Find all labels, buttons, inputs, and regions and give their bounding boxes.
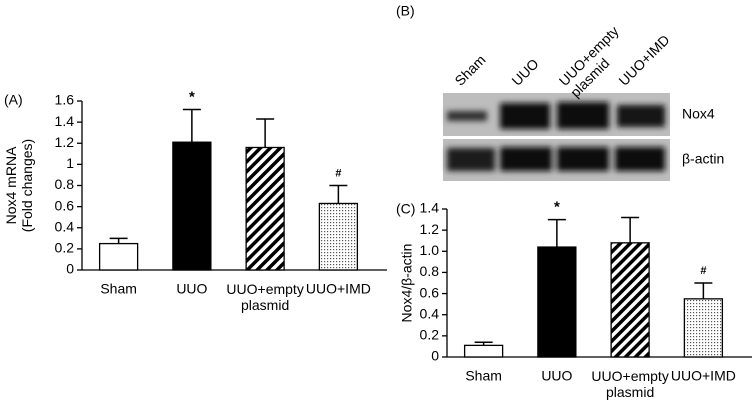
blot-row-label: β-actin xyxy=(682,151,724,167)
y-axis-label: Nox4/β-actin xyxy=(399,244,415,323)
x-tick-label: Sham xyxy=(100,281,137,297)
y-tick-label: 0.6 xyxy=(420,284,440,300)
bar xyxy=(318,202,359,271)
y-tick-label: 0.8 xyxy=(55,176,75,192)
panel-label: (C) xyxy=(396,201,415,217)
y-tick-label: 1.2 xyxy=(420,221,440,237)
error-bar xyxy=(182,108,201,143)
blot-row-label: Nox4 xyxy=(682,106,715,122)
blot-lane-label: UUO+emptyplasmid xyxy=(555,23,632,100)
annotation: * xyxy=(189,88,195,105)
annotation: # xyxy=(700,265,706,277)
x-tick-label: UUO+empty plasmid xyxy=(226,281,303,313)
blot-lane-label: Sham xyxy=(451,52,488,89)
error-bar xyxy=(621,216,640,243)
error-bar xyxy=(547,218,566,248)
bar xyxy=(463,344,504,358)
bar xyxy=(245,146,285,271)
y-tick-label: 0.6 xyxy=(55,197,75,213)
error-bar xyxy=(109,237,128,244)
x-tick-label: UUO+IMD xyxy=(306,281,371,297)
blot-lane-label: UUO xyxy=(508,55,541,88)
bar xyxy=(610,242,650,358)
blot-bands xyxy=(447,102,665,171)
x-tick-label: UUO xyxy=(541,368,572,384)
y-tick-label: 0.2 xyxy=(55,240,75,256)
error-bar xyxy=(694,282,713,299)
bar xyxy=(172,141,212,271)
y-tick-label: 0 xyxy=(66,261,74,277)
blot-lane-label: UUO+IMD xyxy=(615,31,672,88)
bar xyxy=(98,242,139,271)
x-tick-label: UUO xyxy=(176,281,207,297)
x-tick-label: UUO+empty plasmid xyxy=(591,368,668,400)
y-tick-label: 1.0 xyxy=(420,242,440,258)
y-tick-label: 1 xyxy=(66,155,74,171)
annotation: # xyxy=(335,167,341,179)
y-tick-label: 1.4 xyxy=(420,200,440,216)
error-bar xyxy=(329,184,348,204)
y-tick-label: 0 xyxy=(431,348,439,364)
y-tick-label: 1.2 xyxy=(55,134,75,150)
y-tick-label: 0.4 xyxy=(55,218,75,234)
annotation: * xyxy=(554,199,560,216)
panel-label: (A) xyxy=(4,92,23,108)
y-tick-label: 0.4 xyxy=(420,305,440,321)
y-tick-label: 1.6 xyxy=(55,92,75,108)
x-tick-label: Sham xyxy=(465,368,502,384)
y-tick-label: 0.8 xyxy=(420,263,440,279)
error-bar xyxy=(256,118,275,148)
x-tick-label: UUO+IMD xyxy=(671,368,736,384)
panel-label: (B) xyxy=(396,3,415,19)
y-axis-label: Nox4 mRNA(Fold changes) xyxy=(3,139,35,232)
y-tick-label: 1.4 xyxy=(55,113,75,129)
y-tick-label: 0.2 xyxy=(420,327,440,343)
bar xyxy=(537,246,577,358)
bar xyxy=(683,298,724,358)
